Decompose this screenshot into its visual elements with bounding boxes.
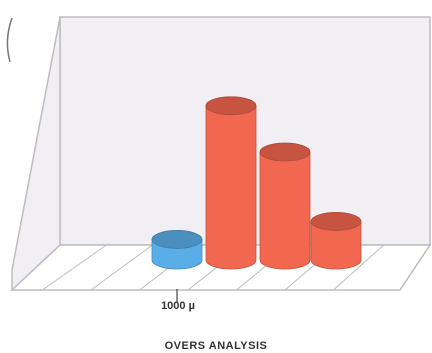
bar-2-top [205,96,257,116]
chart-title: OVERS ANALYSIS [164,340,268,352]
bar-2 [205,105,257,270]
floor-grid-line [90,244,153,291]
bar-4-top [310,212,362,231]
bar-4 [310,221,362,270]
bar-3-top [259,142,311,162]
floor-grid-line [333,244,385,291]
floor-grid-line [42,244,107,291]
bar-3 [259,151,311,270]
bar-1-top [151,230,203,249]
frame-arc [6,17,13,63]
side-wall [11,16,61,292]
x-axis-label: 1000 µ [161,300,195,312]
